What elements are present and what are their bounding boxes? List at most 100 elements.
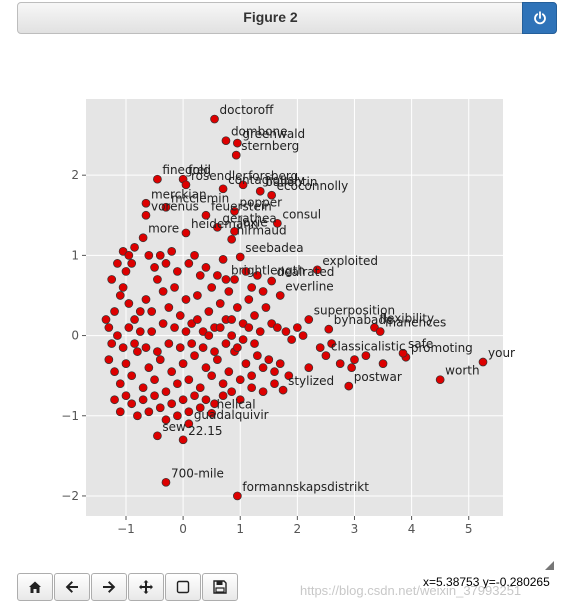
data-point	[178, 395, 188, 405]
data-point	[190, 351, 199, 360]
data-point	[278, 385, 288, 395]
data-point	[167, 367, 177, 377]
back-button[interactable]	[54, 573, 90, 601]
data-point	[231, 150, 241, 160]
data-point	[181, 295, 191, 304]
data-point	[138, 233, 148, 243]
data-point	[201, 363, 211, 372]
data-point	[193, 315, 202, 324]
data-point	[273, 218, 282, 228]
data-point	[201, 263, 211, 272]
data-point	[150, 263, 159, 272]
data-point	[178, 435, 188, 445]
data-point	[118, 343, 128, 352]
point-label: popper	[240, 195, 283, 209]
data-point	[133, 347, 142, 356]
data-point	[141, 343, 151, 352]
x-tick-label: 0	[179, 522, 187, 536]
point-label: safe	[408, 337, 433, 351]
data-point	[218, 379, 228, 389]
point-label: seebadea	[245, 241, 303, 255]
data-point	[161, 415, 171, 425]
data-point	[233, 491, 242, 501]
data-point	[238, 335, 248, 344]
point-label: ballentin	[265, 175, 317, 189]
x-tick-label: −1	[117, 522, 135, 536]
data-point	[184, 259, 194, 268]
data-point	[230, 206, 239, 216]
data-point	[164, 303, 174, 312]
data-point	[275, 359, 285, 368]
point-label: feuerstein	[211, 199, 272, 213]
data-point	[204, 331, 214, 340]
data-point	[153, 275, 162, 284]
forward-button[interactable]	[91, 573, 127, 601]
arrow-right-icon	[103, 581, 116, 593]
power-icon	[533, 11, 546, 25]
point-label: classicalistic	[331, 340, 406, 354]
data-point	[244, 323, 254, 332]
point-label: gerathea	[222, 211, 276, 225]
data-point	[324, 324, 334, 334]
data-point	[110, 307, 119, 316]
y-tick-label: −1	[61, 409, 79, 423]
data-point	[233, 303, 242, 312]
data-point	[190, 251, 199, 260]
data-point	[213, 222, 222, 232]
home-button[interactable]	[17, 573, 53, 601]
zoom-button[interactable]	[165, 573, 201, 601]
home-icon	[29, 581, 41, 593]
data-point	[170, 323, 179, 332]
data-point	[230, 275, 239, 284]
point-label: doctoroff	[220, 103, 275, 117]
x-tick-label: 4	[408, 522, 416, 536]
data-point	[233, 343, 242, 352]
data-point	[250, 339, 259, 348]
data-point	[155, 251, 165, 260]
close-figure-button[interactable]	[522, 2, 557, 34]
data-point	[201, 210, 211, 220]
resize-grip-icon[interactable]	[544, 560, 554, 570]
data-point	[121, 267, 131, 276]
data-point	[130, 339, 139, 348]
data-point	[284, 371, 294, 381]
data-point	[135, 307, 145, 316]
data-point	[247, 383, 257, 393]
x-tick-label: 5	[465, 522, 473, 536]
data-point	[121, 359, 131, 368]
data-point	[173, 379, 182, 389]
data-point	[281, 327, 291, 336]
data-point	[153, 431, 162, 441]
data-point	[187, 339, 197, 348]
data-point	[107, 339, 117, 348]
point-label: finegold	[162, 163, 210, 177]
data-point	[138, 383, 148, 393]
point-label: loxie	[240, 215, 268, 229]
data-point	[147, 327, 157, 336]
data-point	[233, 138, 242, 148]
data-point	[141, 198, 151, 208]
data-point	[258, 363, 268, 372]
pan-button[interactable]	[128, 573, 164, 601]
data-point	[130, 315, 139, 324]
data-point	[312, 265, 322, 275]
point-label: heidemann	[191, 217, 259, 231]
data-point	[258, 287, 268, 296]
scatter-plot[interactable]: −1 0 1 2 3 4 5 −2 −1 0 1 2 doctoroff dombonegreenwald…	[0, 40, 575, 570]
data-point	[144, 251, 154, 260]
data-point	[221, 275, 231, 284]
figure-header: Figure 2	[17, 2, 557, 34]
save-button[interactable]	[202, 573, 238, 601]
y-tick-label: 1	[71, 248, 79, 262]
data-point	[213, 355, 222, 364]
data-point	[250, 311, 259, 320]
data-point	[110, 395, 119, 405]
point-label: formannskapsdistrikt	[242, 480, 369, 494]
data-point	[127, 259, 137, 268]
data-point	[267, 276, 277, 286]
data-point	[267, 190, 277, 200]
point-label: hirmaud	[237, 223, 287, 237]
data-point	[264, 355, 274, 364]
data-point	[104, 323, 114, 332]
data-point	[253, 351, 262, 360]
